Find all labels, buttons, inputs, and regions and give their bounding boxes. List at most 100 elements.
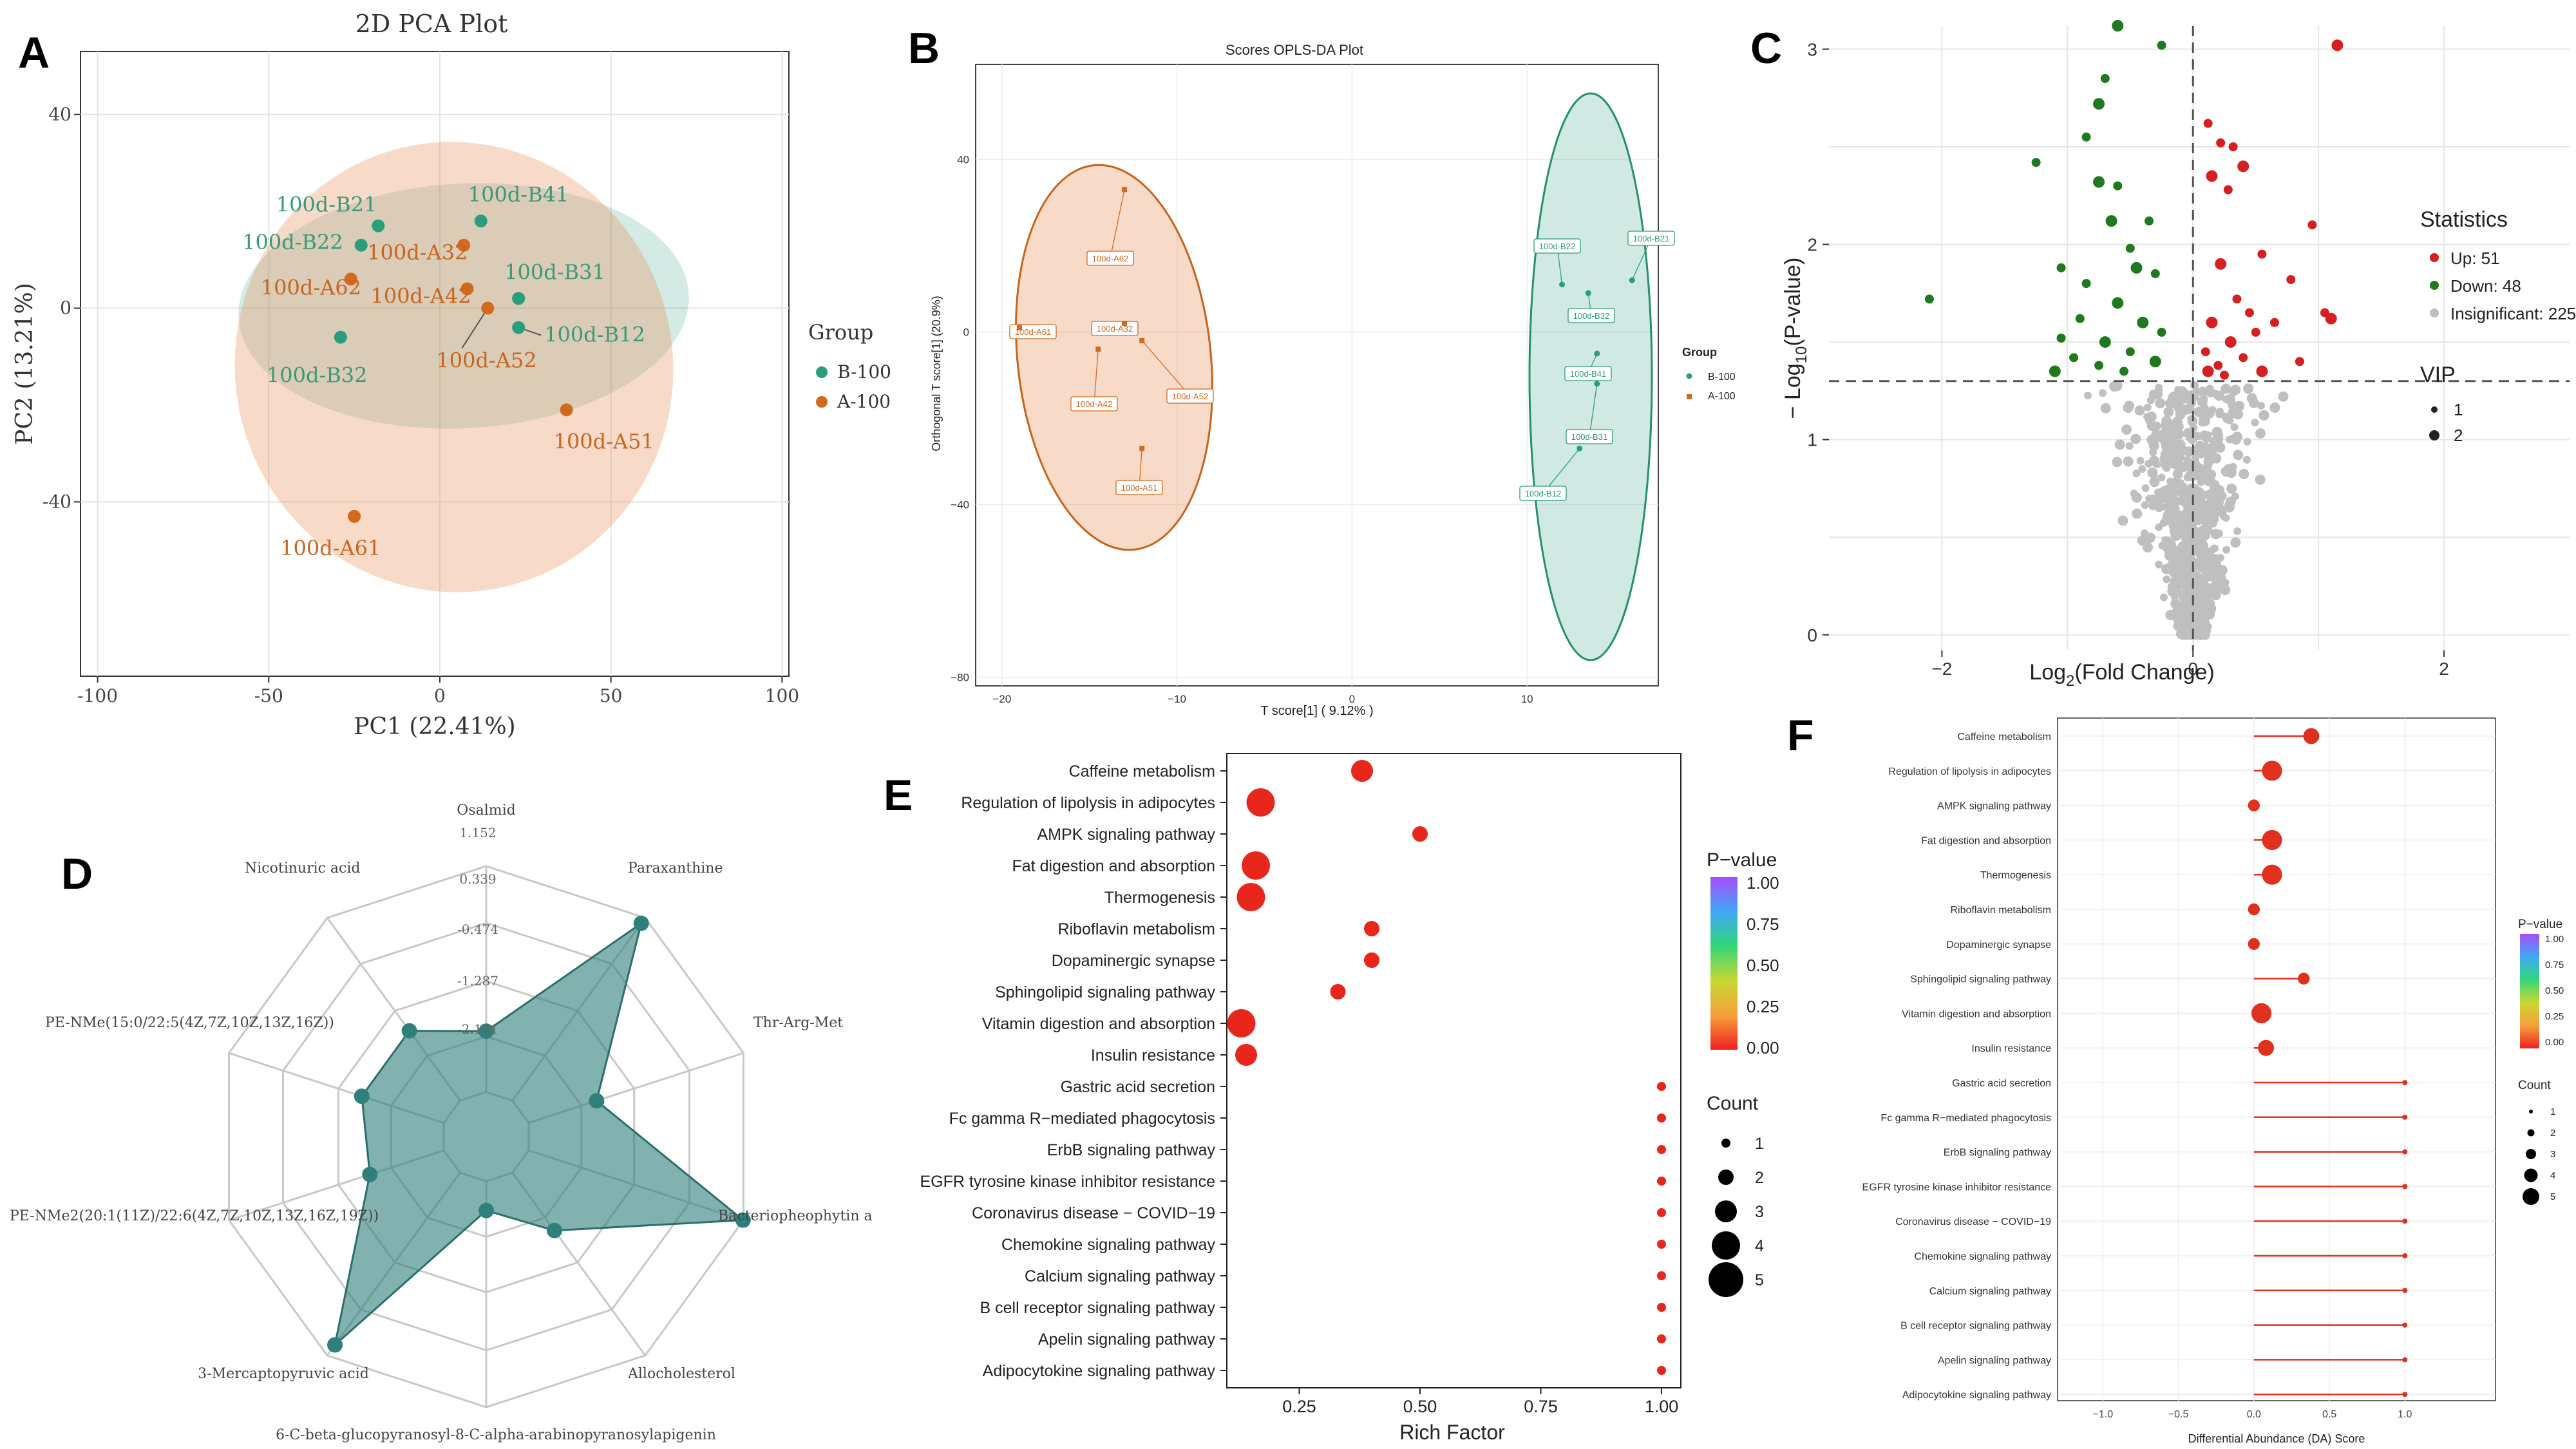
volcano-point-insig bbox=[2165, 421, 2174, 429]
pca-point-label: 100d-A52 bbox=[436, 348, 536, 373]
volcano-point-insig bbox=[2215, 529, 2224, 538]
pca-point-100d-B21 bbox=[372, 219, 385, 232]
volcano-point-insig bbox=[2165, 609, 2176, 620]
bubble-point bbox=[1246, 788, 1275, 817]
da-size-legend-label: 3 bbox=[2550, 1149, 2555, 1160]
volcano-point-insig bbox=[2181, 388, 2189, 397]
volcano-point-insig bbox=[2148, 437, 2159, 448]
volcano-point-insig bbox=[2242, 455, 2251, 464]
volcano-point-insig bbox=[2183, 428, 2193, 439]
bubble-xlabel: Rich Factor bbox=[1399, 1421, 1505, 1444]
bubble-pathway-label: Dopaminergic synapse bbox=[1052, 952, 1215, 970]
radar-axis-label: PE-NMe(15:0/22:5(4Z,7Z,10Z,13Z,16Z)) bbox=[45, 1015, 334, 1031]
da-size-legend-label: 2 bbox=[2550, 1128, 2555, 1139]
volcano-point-insig bbox=[2186, 405, 2194, 413]
volcano-point-up bbox=[2202, 365, 2214, 377]
volcano-legend-title: Statistics bbox=[2420, 207, 2508, 232]
volcano-point-down bbox=[2093, 176, 2105, 188]
da-size-legend-marker bbox=[2526, 1149, 2536, 1159]
oplsda-legend-b100-marker bbox=[1686, 373, 1692, 379]
pca-plot-area bbox=[80, 51, 790, 677]
volcano-point-insig bbox=[2164, 502, 2175, 513]
volcano-point-insig bbox=[2278, 391, 2289, 402]
oplsda-y-tick-label: −40 bbox=[951, 499, 969, 511]
da-size-legend-label: 1 bbox=[2550, 1106, 2555, 1117]
volcano-point-down bbox=[2149, 355, 2161, 368]
bubble-pathway-label: Gastric acid secretion bbox=[1061, 1078, 1215, 1096]
oplsda-label-box bbox=[1115, 480, 1163, 495]
radar-point bbox=[633, 915, 649, 931]
da-x-tick-label: 0.0 bbox=[2247, 1409, 2261, 1420]
volcano-point-insig bbox=[2201, 442, 2210, 450]
pca-label-leader bbox=[461, 307, 489, 349]
volcano-point-insig bbox=[2148, 502, 2157, 511]
volcano-point-down bbox=[2105, 215, 2117, 227]
volcano-point-insig bbox=[2121, 424, 2132, 435]
radar-scale-label: 0.339 bbox=[459, 871, 496, 887]
oplsda-y-tick-label: −80 bbox=[951, 672, 969, 684]
volcano-point-up bbox=[2307, 220, 2317, 230]
oplsda-point-label: 100d-B12 bbox=[1525, 489, 1561, 498]
bubble-x-tick-label: 0.75 bbox=[1524, 1397, 1558, 1416]
oplsda-label-leader bbox=[1141, 340, 1191, 397]
volcano-point-insig bbox=[2177, 624, 2186, 632]
volcano-point-insig bbox=[2193, 539, 2204, 550]
da-color-title: P−value bbox=[2518, 918, 2562, 931]
da-pathway-label: Caffeine metabolism bbox=[1957, 732, 2051, 743]
volcano-point-insig bbox=[2132, 508, 2143, 519]
radar-axis-label: Bacteriopheophytin a bbox=[718, 1208, 873, 1224]
volcano-point-insig bbox=[2231, 492, 2239, 500]
volcano-point-insig bbox=[2222, 545, 2231, 554]
oplsda-point-label: 100d-A61 bbox=[1015, 327, 1051, 337]
da-pathway-label: Riboflavin metabolism bbox=[1950, 905, 2051, 916]
panel-letter-b: B bbox=[908, 24, 940, 73]
bubble-size-title: Count bbox=[1707, 1093, 1759, 1114]
volcano-point-down bbox=[2049, 365, 2061, 377]
volcano-point-insig bbox=[2211, 553, 2220, 562]
volcano-point-insig bbox=[2163, 575, 2171, 583]
da-point bbox=[2258, 1039, 2274, 1056]
bubble-size-legend-label: 3 bbox=[1755, 1203, 1764, 1221]
bubble-pathway-label: AMPK signaling pathway bbox=[1037, 826, 1215, 844]
pca-point-label: 100d-B31 bbox=[504, 260, 605, 284]
da-size-legend-marker bbox=[2524, 1168, 2538, 1182]
volcano-point-insig bbox=[2206, 384, 2214, 393]
volcano-point-insig bbox=[2161, 460, 2172, 471]
volcano-point-insig bbox=[2141, 484, 2150, 492]
oplsda-legend-b100: B-100 bbox=[1708, 372, 1736, 383]
volcano-point-insig bbox=[2157, 492, 2168, 503]
volcano-point-down bbox=[1924, 294, 1934, 304]
volcano-point-down bbox=[2100, 73, 2110, 83]
da-pathway-label: Regulation of lipolysis in adipocytes bbox=[1888, 766, 2051, 777]
pca-y-tick-label: 0 bbox=[60, 298, 71, 319]
bubble-size-legend-label: 5 bbox=[1755, 1271, 1764, 1289]
bubble-size-legend-marker bbox=[1709, 1262, 1743, 1297]
oplsda-point-label: 100d-A52 bbox=[1172, 392, 1208, 401]
radar-axis-label: Allocholesterol bbox=[627, 1366, 735, 1382]
volcano-point-insig bbox=[2222, 514, 2230, 522]
volcano-point-insig bbox=[2149, 448, 2157, 457]
volcano-point-insig bbox=[2193, 571, 2202, 580]
bubble-x-tick-label: 0.50 bbox=[1403, 1397, 1437, 1416]
volcano-vip-2-marker bbox=[2429, 430, 2439, 440]
volcano-point-insig bbox=[2160, 593, 2168, 601]
oplsda-xlabel: T score[1] ( 9.12% ) bbox=[1260, 704, 1373, 718]
volcano-point-insig bbox=[2233, 527, 2242, 535]
radar-point bbox=[354, 1088, 370, 1104]
pca-point-100d-A42 bbox=[460, 282, 474, 296]
radar-axis-label: 6-C-beta-glucopyranosyl-8-C-alpha-arabin… bbox=[276, 1427, 716, 1443]
volcano-point-insig bbox=[2233, 409, 2244, 420]
bubble-point bbox=[1351, 760, 1373, 782]
pca-point-label: 100d-A42 bbox=[370, 283, 471, 308]
oplsda-label-box bbox=[1166, 388, 1214, 404]
bubble-colorbar-tick: 0.75 bbox=[1747, 914, 1779, 934]
bubble-colorbar-tick: 0.25 bbox=[1747, 997, 1779, 1016]
da-plot-area bbox=[2057, 717, 2496, 1401]
da-pathway-label: B cell receptor signaling pathway bbox=[1900, 1321, 2051, 1332]
volcano-point-insig bbox=[2112, 457, 2123, 468]
volcano-point-insig bbox=[2210, 544, 2219, 553]
radar-axis-label: 3-Mercaptopyruvic acid bbox=[198, 1366, 369, 1382]
volcano-point-down bbox=[2125, 243, 2135, 253]
bubble-point bbox=[1657, 1366, 1666, 1375]
volcano-point-insig bbox=[2153, 460, 2161, 469]
